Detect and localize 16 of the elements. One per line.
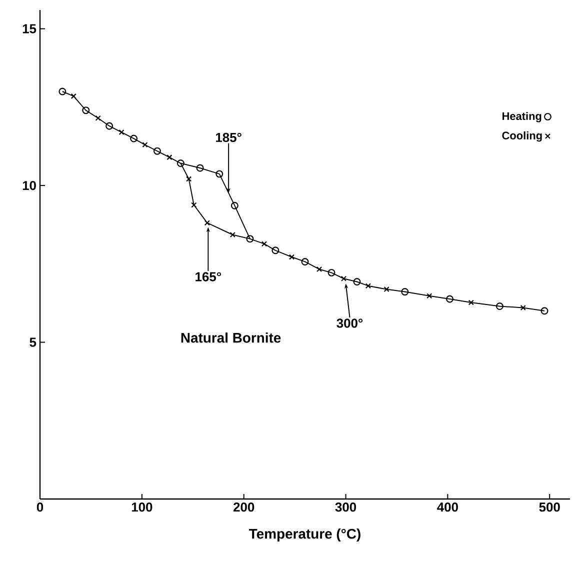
x-tick-label: 400 [437, 502, 458, 512]
x-tick-label: 200 [233, 502, 254, 512]
annotation: Natural Bornite [181, 332, 281, 343]
x-tick-label: 500 [539, 502, 560, 512]
x-tick-label: 300 [335, 502, 356, 512]
legend-label: Heating [502, 112, 542, 122]
y-tick-label: 15 [22, 24, 36, 34]
y-tick-label: 5 [30, 338, 36, 347]
x-tick-label: 100 [132, 502, 152, 512]
x-axis-title: Temperature (°C) [249, 528, 360, 542]
annotation: 185° [216, 132, 242, 142]
x-tick-label: 0 [36, 502, 44, 512]
y-tick-label: 10 [22, 180, 36, 190]
legend-label: Cooling [502, 131, 542, 142]
annotation: 165° [196, 272, 222, 282]
annotation: 300° [336, 318, 363, 328]
